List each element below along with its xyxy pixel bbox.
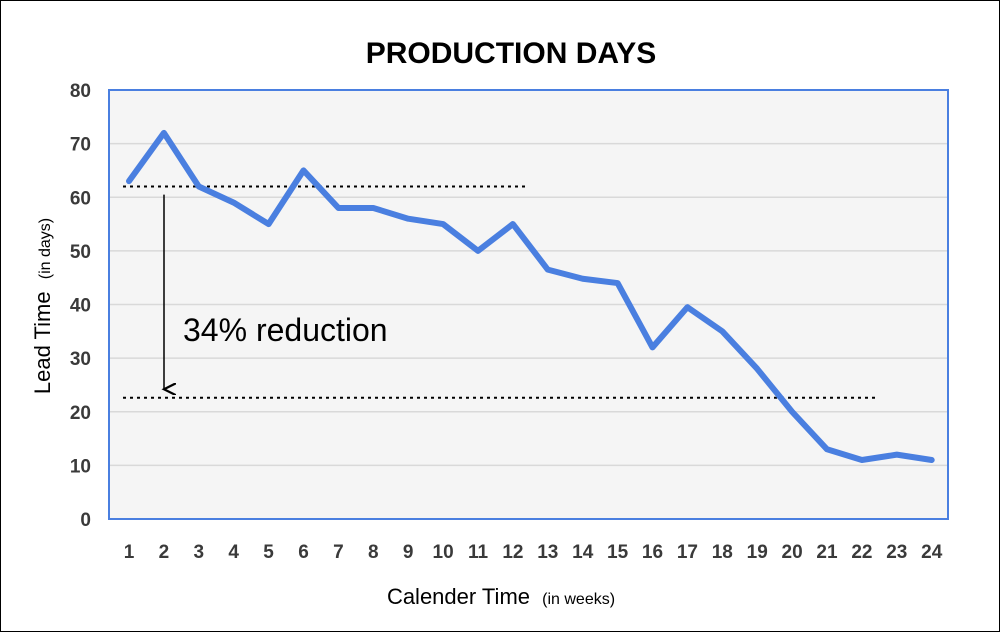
x-axis-label: Calender Time (in weeks)	[387, 584, 615, 609]
chart-title: PRODUCTION DAYS	[366, 37, 657, 70]
x-tick-label: 17	[677, 542, 698, 563]
x-tick-label: 2	[159, 542, 170, 563]
y-tick-label: 80	[70, 81, 91, 102]
y-tick-label: 0	[80, 510, 91, 531]
x-tick-label: 8	[368, 542, 379, 563]
x-tick-label: 10	[433, 542, 454, 563]
y-axis-label: Lead Time (in days)	[30, 218, 55, 394]
x-tick-label: 18	[712, 542, 733, 563]
y-tick-label: 40	[70, 296, 91, 317]
x-tick-label: 6	[298, 542, 309, 563]
x-tick-label: 13	[537, 542, 558, 563]
x-tick-label: 24	[921, 542, 943, 563]
x-tick-label: 1	[124, 542, 135, 563]
x-tick-label: 22	[851, 542, 872, 563]
x-tick-label: 20	[782, 542, 803, 563]
y-axis-label-unit: (in days)	[37, 218, 54, 279]
x-tick-label: 15	[607, 542, 629, 563]
y-tick-label: 20	[70, 403, 91, 424]
x-tick-label: 21	[816, 542, 838, 563]
x-tick-label: 19	[747, 542, 768, 563]
y-tick-label: 60	[70, 188, 91, 209]
x-tick-label: 4	[228, 542, 239, 563]
y-axis-label-main: Lead Time	[30, 291, 55, 394]
y-tick-label: 30	[70, 349, 91, 370]
annotation-label: 34% reduction	[183, 312, 388, 348]
y-tick-label: 50	[70, 242, 91, 263]
y-tick-label: 70	[70, 135, 91, 156]
x-tick-label: 12	[502, 542, 523, 563]
y-tick-label: 10	[70, 456, 91, 477]
x-tick-label: 9	[403, 542, 414, 563]
x-tick-label: 11	[468, 542, 489, 563]
x-tick-label: 14	[572, 542, 594, 563]
x-tick-label: 16	[642, 542, 663, 563]
x-axis-label-unit: (in weeks)	[542, 591, 615, 608]
x-axis-label-main: Calender Time	[387, 584, 530, 609]
x-tick-label: 7	[333, 542, 344, 563]
x-tick-label: 5	[263, 542, 274, 563]
x-tick-label: 3	[194, 542, 205, 563]
x-tick-label: 23	[886, 542, 907, 563]
